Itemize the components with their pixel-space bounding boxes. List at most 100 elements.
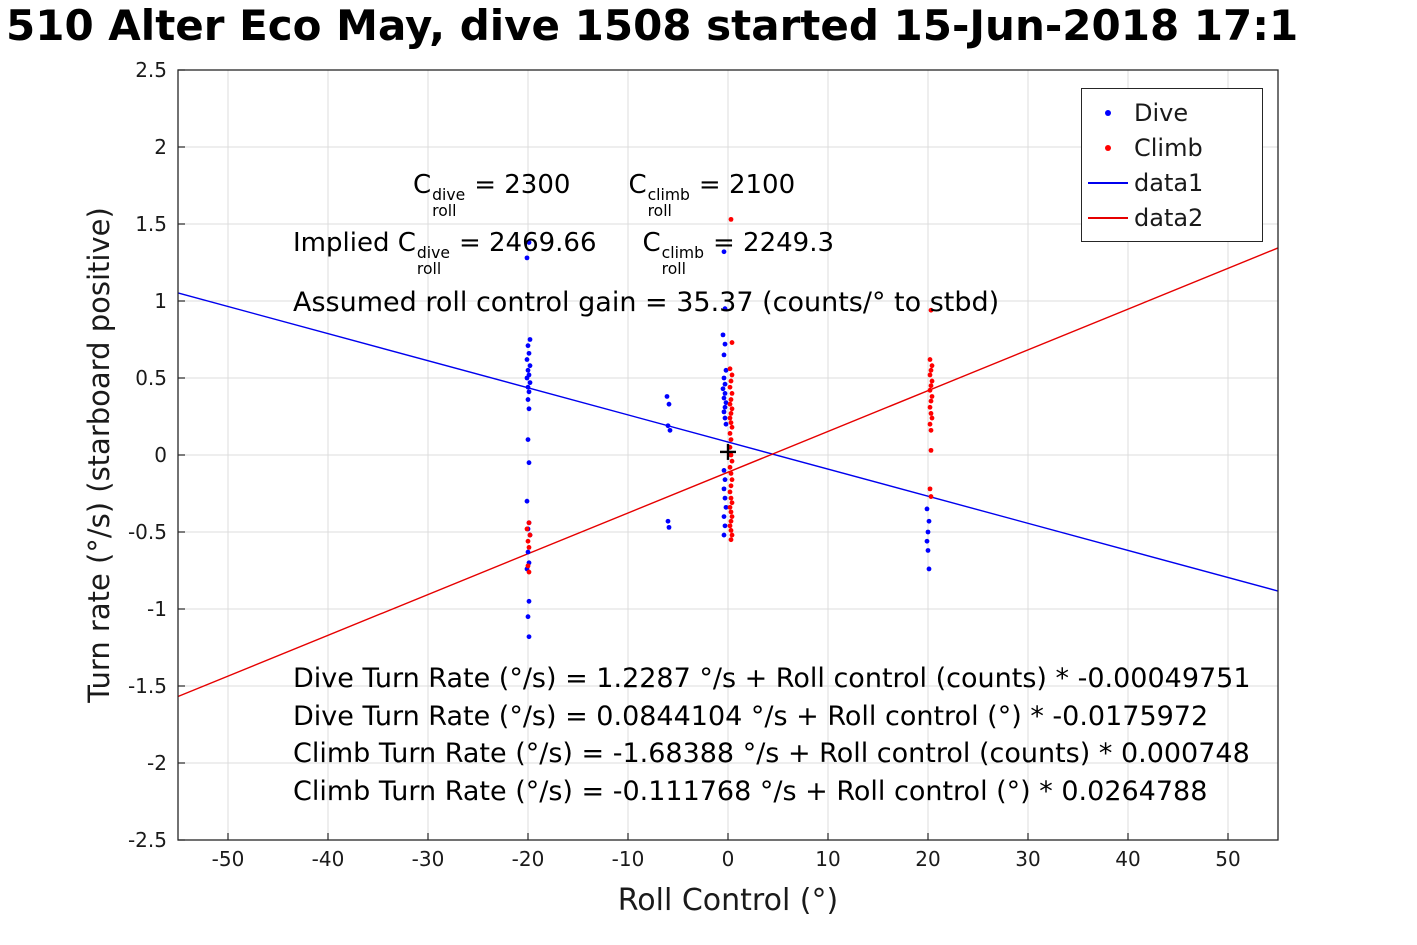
scatter-point-climb (728, 397, 734, 402)
y-tick-label: 0 (154, 443, 167, 467)
scatter-point-dive (924, 506, 930, 512)
scatter-point-dive (666, 524, 672, 530)
scatter-point-climb (729, 372, 735, 378)
scatter-point-climb (727, 366, 733, 372)
scatter-point-dive (723, 504, 729, 510)
scatter-point-dive (723, 400, 729, 406)
scatter-point-dive (722, 381, 728, 387)
scatter-point-climb (728, 378, 734, 384)
scatter-point-dive (722, 404, 728, 410)
x-tick-label: 50 (1215, 847, 1240, 871)
scatter-point-climb (929, 415, 935, 421)
scatter-point-dive (525, 437, 531, 442)
scatter-point-dive (527, 363, 533, 369)
scatter-point-dive (924, 538, 930, 544)
scatter-point-dive (526, 406, 532, 412)
scatter-point-climb (727, 489, 733, 495)
scatter-point-dive (722, 415, 728, 421)
scatter-point-climb (728, 483, 734, 489)
scatter-point-climb (727, 523, 733, 529)
scatter-point-dive (926, 566, 932, 572)
scatter-point-climb (928, 307, 934, 313)
scatter-point-dive (527, 380, 533, 386)
scatter-point-dive (925, 529, 931, 535)
y-tick-label: 2.5 (135, 58, 167, 82)
scatter-point-climb (928, 367, 934, 373)
scatter-point-dive (721, 468, 727, 473)
legend-entry-dive: Dive (1082, 95, 1262, 130)
legend: Dive Climb data1 data2 (1081, 88, 1263, 242)
chart-title: 510 Alter Eco May, dive 1508 started 15-… (6, 1, 1299, 50)
data1-line-marker (1082, 181, 1134, 184)
scatter-point-dive (720, 386, 726, 392)
scatter-point-climb (729, 532, 735, 538)
scatter-point-climb (727, 415, 733, 421)
scatter-point-dive (525, 367, 531, 373)
scatter-point-climb (525, 563, 531, 569)
scatter-point-climb (928, 398, 934, 404)
scatter-point-climb (927, 486, 933, 492)
scatter-point-climb (526, 520, 532, 526)
scatter-point-dive (525, 549, 531, 555)
scatter-point-climb (928, 411, 934, 416)
scatter-point-dive (524, 357, 530, 362)
legend-dot (1105, 144, 1111, 151)
scatter-point-climb (526, 569, 532, 575)
scatter-point-dive (721, 514, 727, 519)
scatter-point-dive (721, 486, 727, 492)
x-tick-label: -50 (212, 847, 245, 871)
y-tick-label: -1 (147, 597, 167, 621)
x-tick-label: 10 (815, 847, 840, 871)
scatter-point-climb (729, 458, 735, 464)
y-tick-label: 2 (154, 135, 167, 159)
scatter-point-climb (929, 394, 935, 399)
supsub-stack: climb roll (647, 185, 690, 220)
scatter-point-climb (928, 447, 934, 453)
scatter-point-climb (527, 532, 533, 538)
data2-line-marker (1082, 216, 1134, 219)
scatter-point-climb (728, 420, 734, 426)
fit-line-data1 (177, 292, 1279, 592)
scatter-point-dive (526, 634, 532, 640)
scatter-point-climb (526, 545, 532, 550)
eq-dive-degrees: Dive Turn Rate (°/s) = 0.0844104 °/s + R… (293, 700, 1209, 732)
scatter-point-dive (666, 401, 672, 407)
scatter-point-climb (729, 424, 735, 430)
scatter-point-dive (526, 350, 532, 356)
scatter-point-climb (727, 401, 733, 407)
scatter-point-dive (722, 523, 728, 529)
scatter-point-dive (525, 397, 531, 402)
x-tick-label: -40 (312, 847, 345, 871)
scatter-point-dive (526, 389, 532, 395)
scatter-point-dive (721, 395, 727, 401)
scatter-point-climb (728, 495, 734, 501)
scatter-point-climb (728, 518, 734, 524)
x-tick-label: 30 (1015, 847, 1040, 871)
scatter-point-climb (525, 538, 531, 544)
fit-line-data2 (177, 247, 1279, 698)
scatter-point-dive (665, 518, 671, 524)
scatter-point-climb (727, 504, 733, 510)
climb-dot-marker (1082, 144, 1134, 151)
scatter-point-climb (728, 411, 734, 416)
scatter-point-dive (721, 375, 727, 381)
scatter-point-climb (729, 340, 735, 345)
scatter-point-dive (665, 423, 671, 429)
scatter-point-dive (524, 255, 530, 261)
scatter-point-dive (722, 341, 728, 347)
eq-climb-counts: Climb Turn Rate (°/s) = -1.68388 °/s + R… (293, 738, 1250, 769)
supsub-stack: climb roll (661, 243, 704, 278)
scatter-point-dive (527, 337, 533, 342)
y-tick-label: -2 (147, 751, 167, 775)
scatter-point-climb (524, 526, 530, 532)
y-tick-label: -0.5 (128, 520, 167, 544)
scatter-point-climb (728, 537, 734, 543)
scatter-point-dive (721, 409, 727, 415)
y-tick-label: 1.5 (135, 212, 167, 236)
scatter-point-climb (928, 494, 934, 499)
